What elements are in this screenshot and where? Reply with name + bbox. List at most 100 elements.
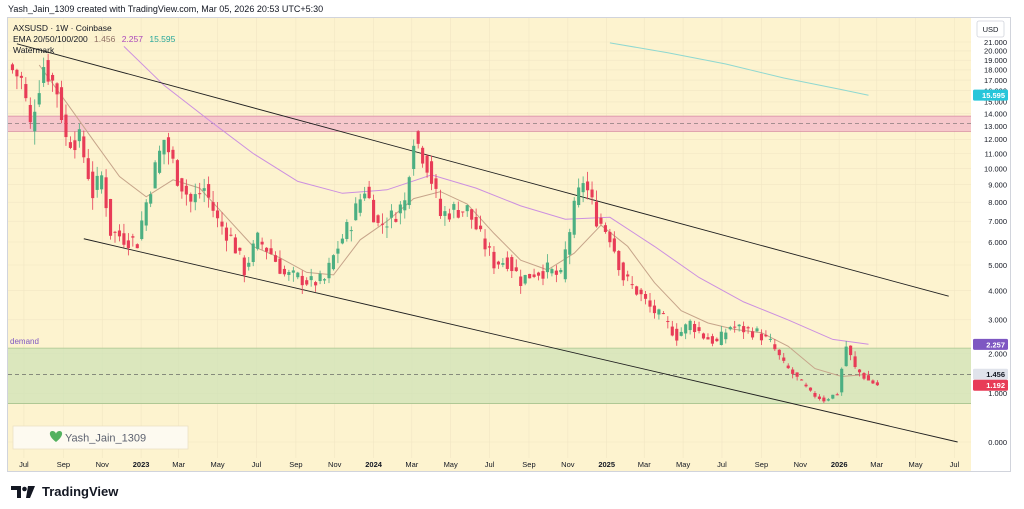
candle[interactable] xyxy=(336,241,340,264)
candle[interactable] xyxy=(630,276,634,289)
candle[interactable] xyxy=(434,174,438,198)
candle[interactable] xyxy=(162,139,166,165)
candle[interactable] xyxy=(456,201,460,219)
candle[interactable] xyxy=(171,146,175,164)
candle[interactable] xyxy=(866,370,871,381)
candle[interactable] xyxy=(300,270,304,294)
candle[interactable] xyxy=(545,254,550,279)
candle[interactable] xyxy=(746,325,750,334)
candle[interactable] xyxy=(755,326,759,333)
candle[interactable] xyxy=(46,53,50,85)
candle[interactable] xyxy=(528,273,532,279)
candle[interactable] xyxy=(487,242,492,256)
candle[interactable] xyxy=(287,269,291,281)
candle[interactable] xyxy=(599,213,603,226)
price-chart[interactable]: AXSUSD · 1W · Coinbase EMA 20/50/100/200… xyxy=(8,18,1010,471)
candle[interactable] xyxy=(37,80,41,108)
candle[interactable] xyxy=(51,72,55,92)
candle[interactable] xyxy=(862,372,866,381)
candle[interactable] xyxy=(376,214,380,227)
candle[interactable] xyxy=(764,330,768,338)
candles[interactable] xyxy=(10,53,879,403)
candle[interactable] xyxy=(710,333,714,347)
candle[interactable] xyxy=(166,132,171,165)
candle[interactable] xyxy=(68,136,72,150)
candle[interactable] xyxy=(412,139,416,176)
candle[interactable] xyxy=(403,192,407,219)
candle[interactable] xyxy=(273,251,278,263)
candle[interactable] xyxy=(193,183,197,211)
candle[interactable] xyxy=(791,367,795,379)
candle[interactable] xyxy=(354,197,358,221)
candle[interactable] xyxy=(603,222,607,234)
candle[interactable] xyxy=(19,71,23,90)
candle[interactable] xyxy=(207,176,211,208)
price-axis[interactable]: USD 0.000 1.000 2.000 3.000 4.000 5.000 6.000 7… xyxy=(971,18,1010,471)
candle[interactable] xyxy=(590,181,594,205)
candle[interactable] xyxy=(117,224,122,242)
candle[interactable] xyxy=(153,160,157,189)
candle[interactable] xyxy=(86,148,90,181)
candle[interactable] xyxy=(327,257,331,284)
candle[interactable] xyxy=(331,254,336,271)
candle[interactable] xyxy=(389,204,393,229)
candle[interactable] xyxy=(813,391,817,399)
candle[interactable] xyxy=(131,233,135,247)
candle[interactable] xyxy=(100,171,104,194)
candle[interactable] xyxy=(452,201,456,219)
candle[interactable] xyxy=(122,223,126,248)
candle[interactable] xyxy=(64,104,68,146)
candle[interactable] xyxy=(639,288,643,302)
candle[interactable] xyxy=(670,320,674,337)
candle[interactable] xyxy=(461,211,465,217)
candle[interactable] xyxy=(322,278,327,285)
candle[interactable] xyxy=(33,99,37,145)
candle[interactable] xyxy=(849,345,853,361)
candle[interactable] xyxy=(635,285,639,296)
candle[interactable] xyxy=(804,382,808,388)
candle[interactable] xyxy=(394,212,398,223)
candle[interactable] xyxy=(55,82,59,108)
candle[interactable] xyxy=(550,267,554,277)
candle[interactable] xyxy=(443,205,447,226)
candle[interactable] xyxy=(483,229,487,257)
candle[interactable] xyxy=(233,234,237,254)
chart-area[interactable]: AXSUSD · 1W · Coinbase EMA 20/50/100/200… xyxy=(7,17,1011,472)
candle[interactable] xyxy=(380,213,385,234)
candle[interactable] xyxy=(773,339,777,351)
candle[interactable] xyxy=(91,161,95,210)
candle[interactable] xyxy=(42,57,46,87)
candle[interactable] xyxy=(229,227,233,237)
candle[interactable] xyxy=(643,290,648,305)
candle[interactable] xyxy=(202,178,206,203)
candle[interactable] xyxy=(220,212,224,235)
candle[interactable] xyxy=(175,159,179,187)
candle[interactable] xyxy=(608,228,612,248)
candle[interactable] xyxy=(184,179,188,206)
candle[interactable] xyxy=(113,230,117,243)
candle[interactable] xyxy=(247,257,251,271)
candle[interactable] xyxy=(505,251,509,272)
candle[interactable] xyxy=(786,363,790,370)
candle[interactable] xyxy=(24,77,28,102)
trendlines[interactable] xyxy=(16,43,958,443)
candle[interactable] xyxy=(706,333,710,340)
candle[interactable] xyxy=(559,267,563,274)
candle[interactable] xyxy=(238,247,242,255)
candle[interactable] xyxy=(15,68,19,90)
candle[interactable] xyxy=(358,193,362,217)
candle[interactable] xyxy=(737,323,741,332)
candle[interactable] xyxy=(857,369,862,377)
trendline-upper[interactable] xyxy=(16,43,949,297)
candle[interactable] xyxy=(840,367,844,396)
candle[interactable] xyxy=(733,320,737,333)
candle[interactable] xyxy=(135,243,139,249)
candle[interactable] xyxy=(679,327,683,337)
candle[interactable] xyxy=(510,254,514,279)
candle[interactable] xyxy=(701,332,706,340)
candle[interactable] xyxy=(59,80,64,124)
candle[interactable] xyxy=(541,264,545,286)
candle[interactable] xyxy=(621,261,625,286)
candle[interactable] xyxy=(715,337,719,343)
candle[interactable] xyxy=(474,208,478,231)
